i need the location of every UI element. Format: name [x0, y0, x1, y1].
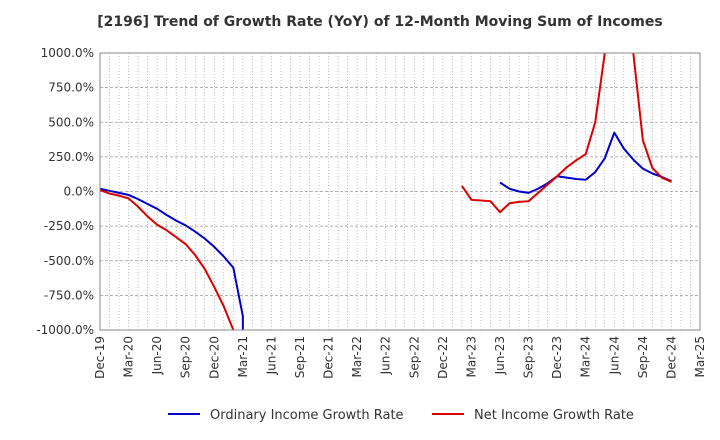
x-tick-label: Mar-24	[579, 336, 593, 377]
y-tick-label: 500.0%	[48, 115, 94, 129]
plot-frame	[99, 52, 701, 331]
x-tick-label: Dec-19	[93, 336, 107, 379]
x-tick-label: Sep-21	[293, 336, 307, 378]
legend: Ordinary Income Growth Rate Net Income Gr…	[168, 408, 634, 423]
x-tick-label: Dec-20	[207, 336, 221, 379]
series-line-net-income	[99, 189, 235, 331]
y-tick-label: 750.0%	[48, 81, 94, 95]
x-tick-label: Sep-20	[179, 336, 193, 378]
series-layer	[99, 52, 672, 331]
y-axis-ticks: 1000.0% 750.0% 500.0% 250.0% 0.0% -250.0% -500…	[36, 46, 94, 337]
x-tick-label: Mar-23	[464, 336, 478, 377]
x-tick-label: Jun-21	[264, 336, 278, 375]
chart-title: [2196] Trend of Growth Rate (YoY) of 12-…	[97, 14, 662, 30]
y-tick-label: -500.0%	[44, 254, 94, 268]
x-tick-label: Dec-23	[550, 336, 564, 379]
series-line-net-income	[632, 52, 672, 183]
x-tick-label: Jun-24	[607, 336, 621, 375]
x-tick-label: Dec-22	[436, 336, 450, 379]
x-tick-label: Jun-23	[493, 336, 507, 375]
x-tick-label: Dec-24	[664, 336, 678, 379]
x-tick-label: Sep-22	[407, 336, 421, 378]
x-tick-label: Mar-22	[350, 336, 364, 377]
legend-label: Ordinary Income Growth Rate	[210, 408, 404, 423]
y-tick-label: -1000.0%	[36, 323, 94, 337]
series-line-net-income	[461, 52, 606, 214]
legend-label: Net Income Growth Rate	[474, 408, 634, 423]
x-tick-label: Mar-21	[236, 336, 250, 377]
x-tick-label: Dec-21	[322, 336, 336, 379]
y-tick-label: 1000.0%	[41, 46, 94, 60]
series-line-ordinary-income	[99, 187, 244, 330]
x-tick-label: Sep-23	[522, 336, 536, 378]
y-tick-label: 250.0%	[48, 150, 94, 164]
y-tick-label: -250.0%	[44, 219, 94, 233]
y-tick-label: -750.0%	[44, 288, 94, 302]
x-tick-label: Jun-22	[379, 336, 393, 375]
grid-layer	[99, 52, 701, 331]
series-line-ordinary-income	[499, 131, 672, 194]
y-tick-label: 0.0%	[64, 185, 95, 199]
x-tick-label: Sep-24	[636, 336, 650, 378]
x-tick-label: Jun-20	[150, 336, 164, 375]
x-tick-label: Mar-25	[693, 336, 707, 377]
x-tick-label: Mar-20	[122, 336, 136, 377]
x-axis-ticks: Dec-19 Mar-20 Jun-20 Sep-20 Dec-20 Mar-21 Jun-…	[93, 336, 707, 379]
